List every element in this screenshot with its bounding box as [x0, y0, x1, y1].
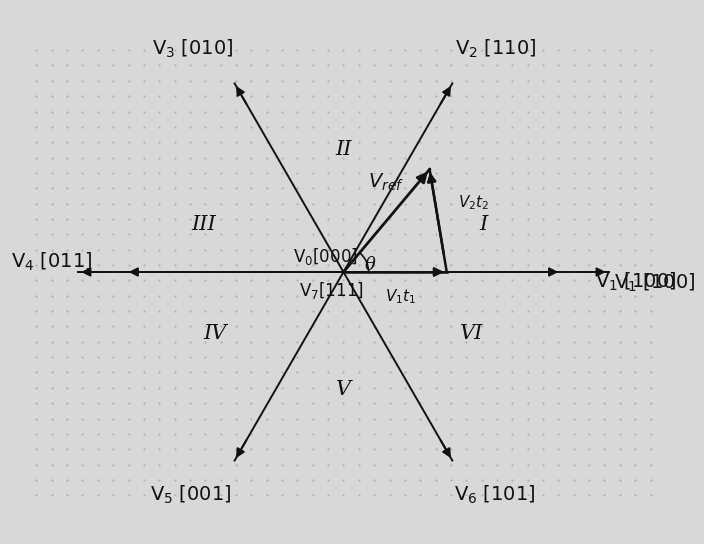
Text: V$_2$ [110]: V$_2$ [110]: [455, 38, 536, 60]
Text: IV: IV: [203, 324, 227, 343]
Text: V$_6$ [101]: V$_6$ [101]: [454, 484, 536, 506]
Text: V$_5$ [001]: V$_5$ [001]: [150, 484, 232, 506]
Text: V$_1$ [100]: V$_1$ [100]: [595, 271, 677, 293]
Text: V$_7$[111]: V$_7$[111]: [298, 280, 363, 301]
Text: V$_2$$t_2$: V$_2$$t_2$: [458, 194, 489, 212]
Text: VI: VI: [460, 324, 484, 343]
Text: II: II: [335, 140, 352, 159]
Text: V$_{ref}$: V$_{ref}$: [367, 172, 403, 193]
Text: θ: θ: [365, 256, 375, 274]
Text: V: V: [336, 380, 351, 399]
Text: I: I: [479, 215, 487, 234]
Text: V$_3$ [010]: V$_3$ [010]: [152, 38, 234, 60]
Text: III: III: [191, 215, 216, 234]
Text: V$_1$ [100]: V$_1$ [100]: [614, 272, 696, 294]
Text: V$_1$$t_1$: V$_1$$t_1$: [384, 287, 416, 306]
Text: V$_0$[000]: V$_0$[000]: [294, 246, 358, 267]
Text: V$_4$ [011]: V$_4$ [011]: [11, 251, 92, 273]
